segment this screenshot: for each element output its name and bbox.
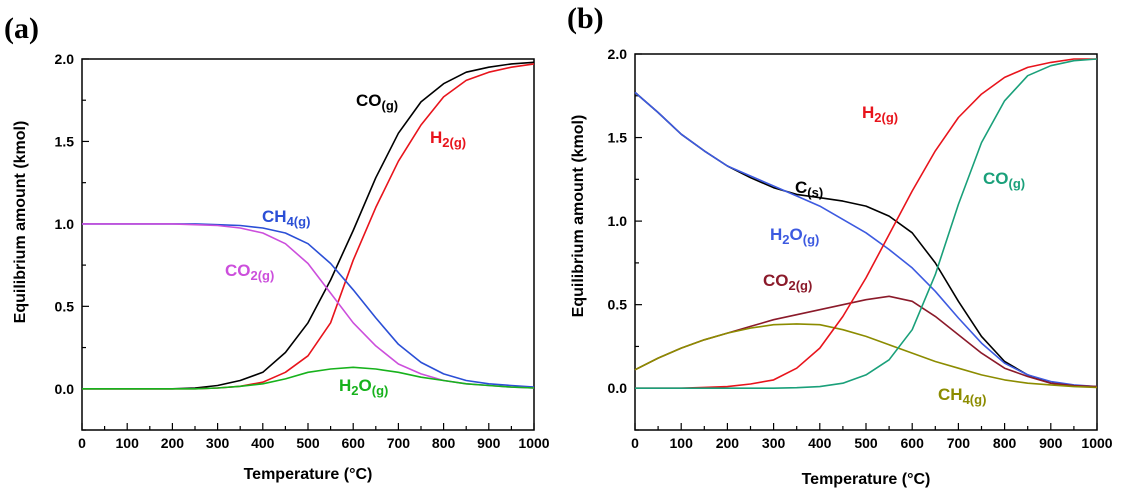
panel-a-x-axis-title: Temperature (°C) (244, 466, 373, 483)
panel-a-series-h2o-g-line (82, 366, 535, 390)
chart-panel-b: (b) 0 100 200 300 400 500 600 700 800 900 10000.00… (567, 2, 1113, 488)
panel-a-series-h2o-g-label: H2O(g) (339, 376, 388, 398)
panel-a-x-tick-label: 300 (206, 435, 230, 451)
panel-a-x-tick-label: 500 (296, 435, 320, 451)
panel-b-y-tick-label: 2.0 (608, 46, 628, 62)
panel-a-series-co2-g-line (82, 223, 535, 389)
panel-b-series-ch4-g-line (634, 323, 1098, 389)
panel-a-series-co2-g-label: CO2(g) (225, 261, 274, 283)
panel-b-x-tick-label: 400 (808, 435, 832, 451)
panel-a-label: (a) (4, 12, 39, 45)
panel-b-x-tick-label: 900 (1039, 435, 1063, 451)
panel-a-series-ch4-g-label: CH4(g) (262, 207, 310, 229)
panel-a-x-tick-label: 200 (161, 435, 185, 451)
panel-b-label: (b) (567, 2, 604, 35)
panel-b-series-h2o-g-label: H2O(g) (770, 225, 819, 247)
panel-a-x-tick-label: 0 (78, 435, 86, 451)
panel-a-series-ch4-g-line (82, 223, 535, 388)
panel-b-y-tick-label: 1.0 (608, 213, 628, 229)
panel-b-series-c-s-line (634, 91, 1098, 388)
panel-b-x-tick-label: 1000 (1081, 435, 1112, 451)
panel-a-y-tick-label: 1.0 (55, 216, 75, 232)
panel-a-y-tick-label: 0.0 (55, 381, 75, 397)
panel-b-x-tick-label: 0 (631, 435, 639, 451)
panel-a-x-tick-label: 600 (342, 435, 366, 451)
panel-b-y-tick-label: 0.0 (608, 380, 628, 396)
panel-b-series-h2-g-label: H2(g) (862, 103, 898, 125)
panel-b-x-tick-label: 800 (993, 435, 1017, 451)
panel-b-x-tick-label: 100 (670, 435, 694, 451)
panel-b-x-tick-label: 600 (901, 435, 925, 451)
panel-b-series-co2-g-label: CO2(g) (763, 271, 812, 293)
panel-b-x-tick-label: 300 (762, 435, 786, 451)
panel-a-y-axis-title: Equilibrium amount (kmol) (12, 121, 29, 324)
panel-b-series-h2o-g-line (634, 91, 1098, 388)
panel-b-y-tick-label: 0.5 (608, 297, 628, 313)
panel-b-series-h2-g-line (635, 58, 1097, 389)
panel-a-y-tick-label: 0.5 (55, 298, 75, 314)
panel-a-series-co-g-label: CO(g) (356, 91, 398, 113)
panel-b-series-ch4-g-label: CH4(g) (938, 385, 986, 407)
panel-a-x-tick-label: 700 (387, 435, 411, 451)
panel-b-y-tick-label: 1.5 (608, 130, 628, 146)
panel-a-x-tick-label: 100 (116, 435, 140, 451)
panel-b-series-co-g-label: CO(g) (983, 169, 1025, 191)
panel-b-series-c-s-label: C(s) (795, 178, 823, 200)
panel-b-x-tick-label: 700 (947, 435, 971, 451)
panel-b-series-co2-g-line (634, 295, 1098, 388)
panel-b-y-axis-title: Equilibrium amount (kmol) (570, 115, 587, 318)
panel-a-x-tick-label: 400 (251, 435, 275, 451)
panel-b-x-tick-label: 500 (854, 435, 878, 451)
panel-a-series-h2-g-label: H2(g) (430, 128, 466, 150)
panel-a-axes: 0 100 200 300 400 500 600 700 800 900 1000 0.0 0.5 1.… (55, 51, 550, 451)
panel-a-x-tick-label: 900 (477, 435, 501, 451)
panel-b-x-axis-title: Temperature (°C) (802, 471, 931, 488)
panel-a-y-tick-label: 1.5 (55, 133, 75, 149)
panel-a-x-tick-label: 800 (432, 435, 456, 451)
chart-panel-a: (a) 0 100 200 300 400 500 600 700 800 900 10000.00… (4, 12, 550, 483)
panel-b-axes: 0 100 200 300 400 500 600 700 800 900 1000 0.0 0.5 1.… (608, 46, 1113, 451)
panel-a-x-tick-label: 1000 (518, 435, 549, 451)
panel-a-y-tick-label: 2.0 (55, 51, 75, 67)
panel-b-x-tick-label: 200 (716, 435, 740, 451)
panel-b-series-co-g-line (635, 58, 1098, 389)
